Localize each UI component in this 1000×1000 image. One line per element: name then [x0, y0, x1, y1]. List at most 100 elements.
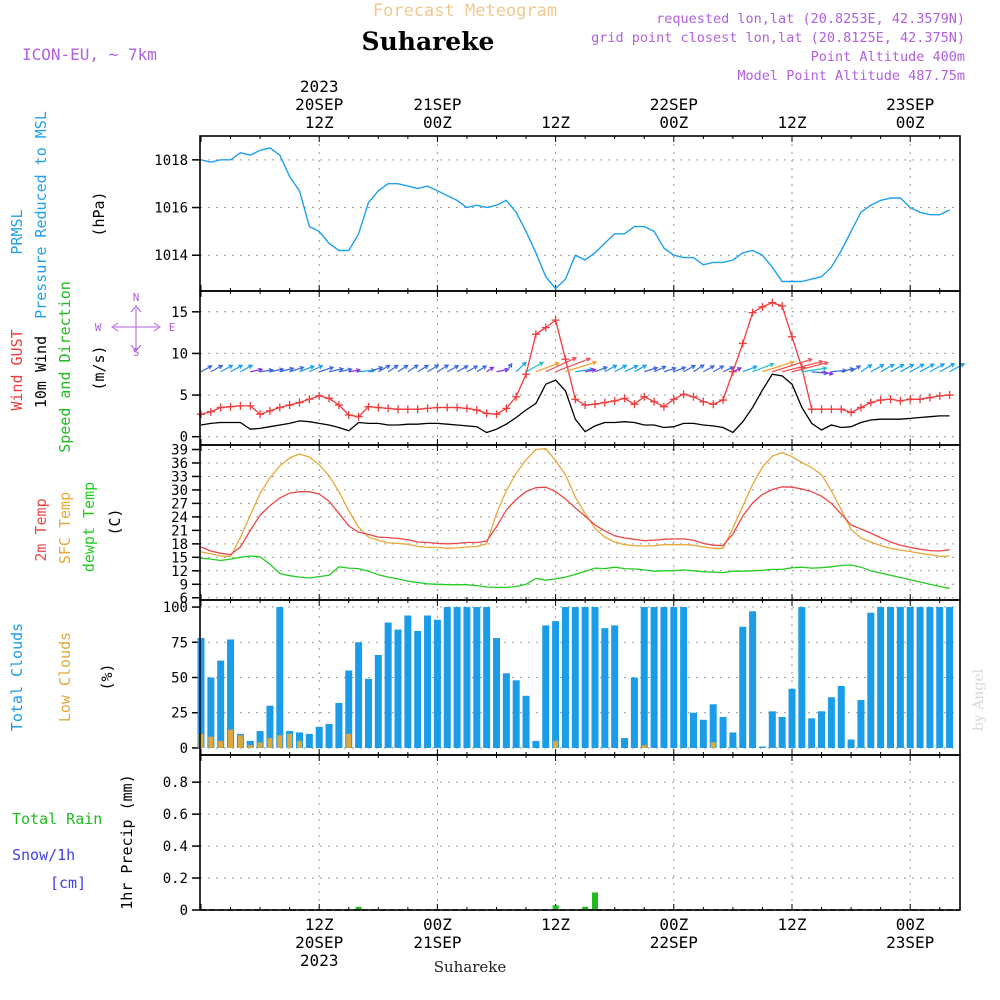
bottom-time-label: 20SEP: [295, 933, 343, 952]
pressure-label-msl: Pressure Reduced to MSL: [32, 111, 50, 319]
low-cloud-bar: [198, 733, 204, 748]
wind-arrow: [673, 366, 687, 373]
total-cloud-bar: [788, 688, 796, 748]
top-time-label: 12Z: [778, 113, 807, 132]
total-cloud-bar: [394, 629, 402, 748]
low-cloud-bar: [237, 735, 243, 748]
gust-marker: [384, 404, 393, 413]
gust-marker: [541, 323, 550, 332]
rain-bar: [592, 892, 598, 910]
location-title: Suhareke: [362, 27, 495, 56]
temp-label-2m: 2m Temp: [32, 498, 50, 561]
gust-marker: [305, 395, 314, 404]
y-tick-label: 9: [180, 577, 188, 593]
gust-marker: [699, 397, 708, 406]
bottom-time-label: 12Z: [305, 915, 334, 934]
total-cloud-bar: [699, 719, 707, 748]
total-cloud-bar: [424, 615, 432, 748]
top-time-label: 00Z: [659, 113, 688, 132]
gust-marker: [659, 402, 668, 411]
bottom-time-label: 00Z: [423, 915, 452, 934]
wind-arrow: [634, 364, 648, 373]
total-cloud-bar: [601, 628, 609, 748]
gust-marker: [472, 406, 481, 415]
y-tick-label: 24: [171, 510, 188, 526]
gust-marker: [265, 406, 274, 415]
wind-arrow: [860, 364, 873, 373]
wind-arrow: [427, 364, 440, 373]
total-cloud-bar: [493, 638, 500, 748]
gust-marker: [344, 411, 353, 420]
wind-arrow: [821, 370, 835, 376]
bottom-time-label: 12Z: [541, 915, 570, 934]
low-cloud-bar: [277, 735, 283, 748]
total-cloud-bar: [463, 607, 471, 748]
y-tick-label: 39: [171, 442, 188, 458]
total-cloud-bar: [660, 607, 668, 748]
total-cloud-bar: [887, 607, 894, 748]
clouds-panel: 0 25 50 75 100: [163, 600, 960, 757]
total-cloud-bar: [522, 695, 530, 748]
total-cloud-bar: [798, 607, 806, 748]
wind-arrow: [210, 364, 224, 373]
gust-marker: [916, 395, 925, 404]
temp-unit: (C): [106, 508, 124, 535]
wind-arrow: [387, 364, 399, 373]
low-cloud-bar: [218, 740, 224, 748]
top-time-label: 2023: [300, 77, 339, 96]
gust-marker: [935, 391, 944, 400]
pressure-unit: (hPa): [90, 191, 108, 236]
wind-arrow: [555, 357, 592, 373]
y-tick-label: 0: [180, 430, 188, 446]
gust-marker: [315, 391, 324, 400]
top-time-label: 12Z: [541, 113, 570, 132]
low-cloud-bar: [297, 740, 302, 748]
wind-arrow: [801, 366, 828, 373]
total-cloud-bar: [630, 677, 638, 748]
y-tick-label: 15: [171, 305, 188, 321]
y-tick-label: 0: [180, 903, 188, 919]
y-tick-label: 10: [171, 346, 188, 362]
wind-arrow: [919, 363, 935, 373]
total-cloud-bar: [690, 712, 697, 748]
total-cloud-bar: [315, 726, 323, 748]
wind-arrow: [486, 366, 495, 373]
gust-marker: [610, 396, 619, 405]
y-tick-label: 0: [180, 741, 188, 757]
gust-marker: [482, 409, 491, 418]
y-tick-label: 0.6: [163, 807, 188, 823]
wind-arrow: [368, 365, 384, 373]
total-cloud-bar: [611, 625, 619, 748]
total-cloud-bar: [197, 638, 205, 748]
total-cloud-bar: [837, 685, 845, 748]
wind-panel: 0 5 10 15: [171, 291, 966, 446]
precip-unit: 1hr Precip (mm): [118, 774, 136, 909]
gust-marker: [807, 405, 816, 414]
total-cloud-bar: [591, 607, 599, 748]
pressure-panel: 1014 1016 1018: [154, 136, 960, 291]
total-cloud-bar: [739, 626, 747, 748]
precip-panel: 0 0.2 0.4 0.6 0.8: [163, 755, 960, 919]
gust-marker: [827, 405, 836, 414]
total-cloud-bar: [749, 611, 757, 748]
y-tick-label: 0.4: [163, 839, 188, 855]
total-cloud-bar: [758, 746, 766, 748]
compass-n: N: [133, 291, 140, 304]
gust-marker: [197, 410, 205, 419]
pressure-label-prmsl: PRMSL: [8, 209, 26, 254]
precip-label-rain: Total Rain: [12, 810, 102, 828]
total-cloud-bar: [896, 607, 904, 748]
wind-arrow: [939, 363, 956, 373]
total-cloud-bar: [946, 607, 954, 748]
model-point-altitude: Model Point Altitude 487.75m: [737, 68, 965, 84]
total-cloud-bar: [384, 622, 392, 748]
wind-arrow: [585, 367, 597, 373]
gust-marker: [433, 403, 442, 412]
total-cloud-bar: [355, 642, 363, 748]
gust-marker: [206, 407, 215, 416]
top-time-label: 21SEP: [413, 95, 461, 114]
gust-marker: [856, 403, 865, 412]
wind-arrow: [407, 364, 419, 373]
requested-coords: requested lon,lat (20.8253E, 42.3579N): [656, 11, 965, 27]
